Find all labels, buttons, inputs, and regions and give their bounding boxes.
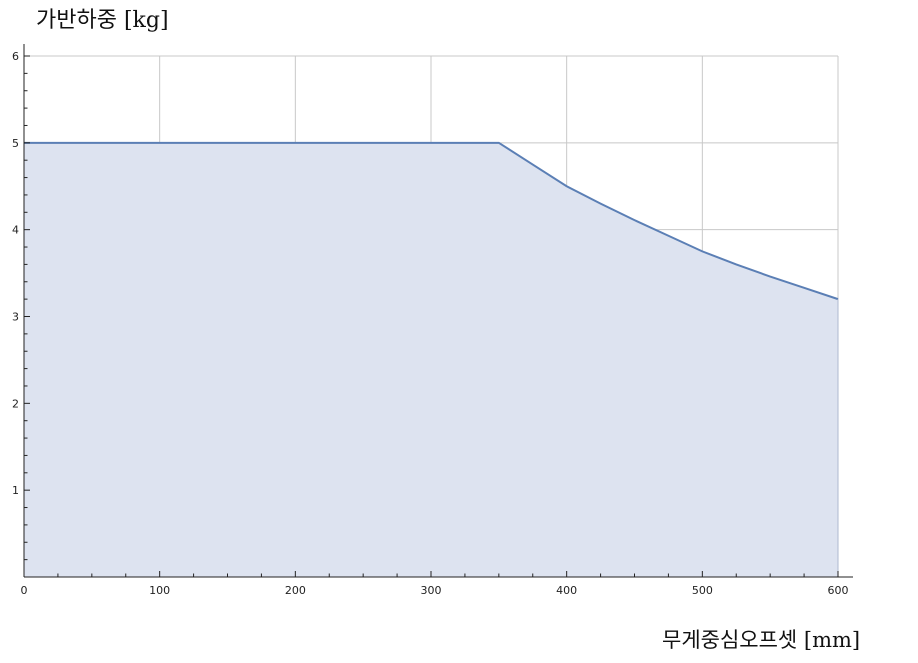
y-tick-label: 2: [12, 397, 19, 410]
x-axis-title: 무게중심오프셋 [mm]: [662, 628, 861, 652]
x-tick-label: 600: [828, 584, 849, 597]
x-tick-label: 200: [285, 584, 306, 597]
y-tick-label: 5: [12, 137, 19, 150]
y-tick-label: 3: [12, 311, 19, 324]
x-tick-label: 400: [556, 584, 577, 597]
x-tick-label: 300: [421, 584, 442, 597]
y-axis-title: 가반하중 [kg]: [36, 8, 169, 33]
y-tick-label: 1: [12, 484, 19, 497]
x-tick-label: 0: [21, 584, 28, 597]
x-tick-label: 100: [149, 584, 170, 597]
area-fill-layer: [24, 142, 838, 577]
x-tick-label: 500: [692, 584, 713, 597]
y-tick-label: 6: [12, 50, 19, 63]
y-tick-label: 4: [12, 224, 19, 237]
series-line-layer: [24, 141, 839, 577]
axes: [23, 44, 853, 578]
tick-marks: [23, 55, 839, 578]
tick-labels: 0 100 200 300 400 500 600 1 2 3 4 5 6: [12, 50, 849, 597]
series-line: [24, 141, 839, 301]
area-fill: [24, 142, 838, 577]
